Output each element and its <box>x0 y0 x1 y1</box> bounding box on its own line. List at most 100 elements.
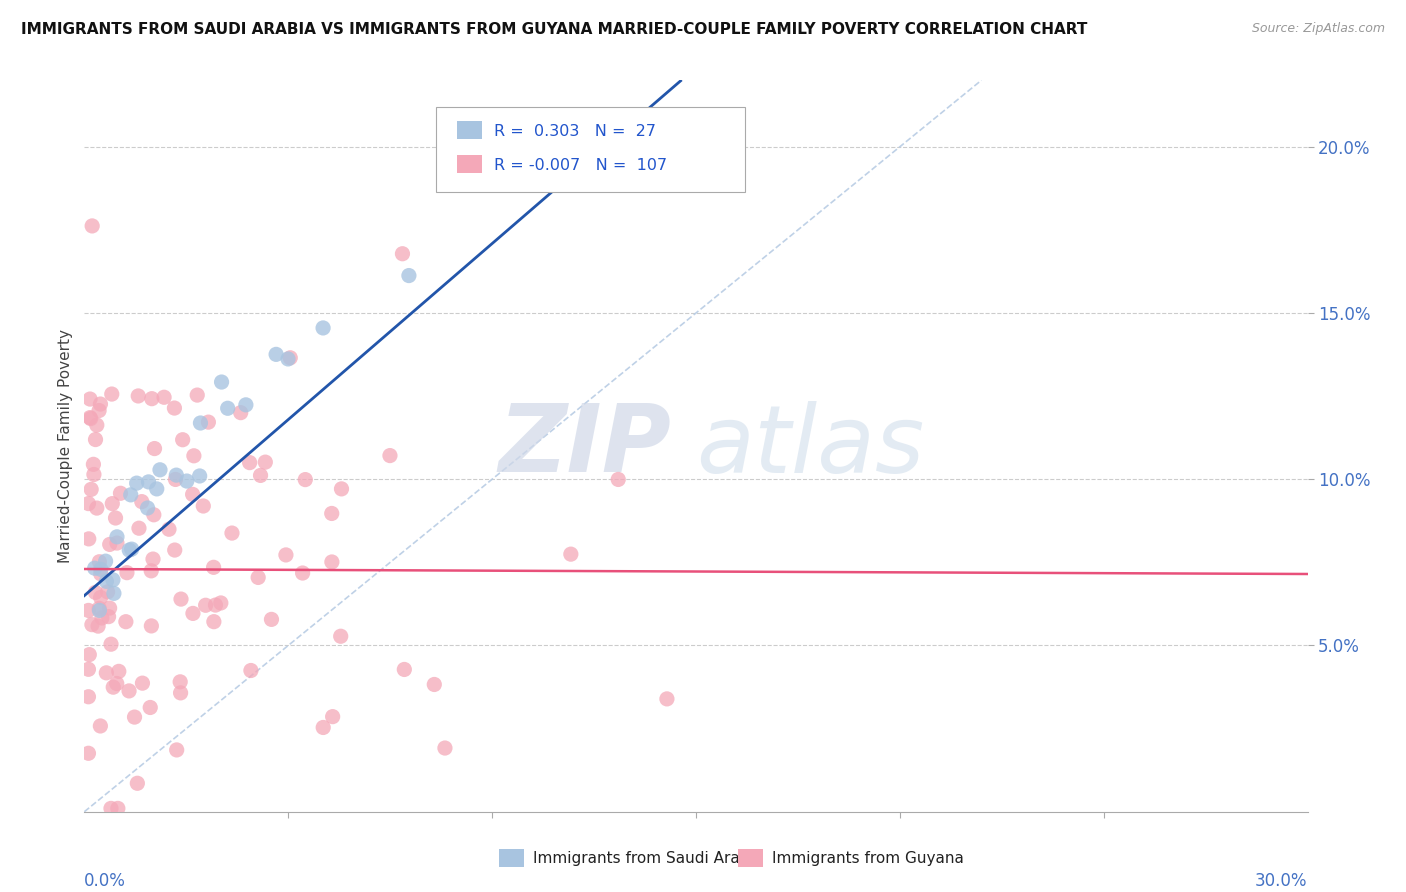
Point <box>127 389 149 403</box>
Point <box>128 521 150 535</box>
Point <box>423 677 446 691</box>
Point <box>89 397 111 411</box>
Point <box>90 591 112 605</box>
Point <box>278 351 301 365</box>
Point <box>86 501 108 516</box>
Point <box>170 592 193 607</box>
Point <box>77 603 100 617</box>
Point <box>394 663 416 677</box>
Point <box>143 442 166 456</box>
Text: Immigrants from Guyana: Immigrants from Guyana <box>772 851 963 865</box>
Point <box>322 709 344 723</box>
Point <box>239 664 262 678</box>
Point <box>607 472 630 486</box>
Point <box>181 607 204 621</box>
Point <box>217 401 239 416</box>
Point <box>79 411 101 425</box>
Point <box>98 537 121 551</box>
Text: 30.0%: 30.0% <box>1256 871 1308 889</box>
Point <box>229 406 252 420</box>
Point <box>82 458 104 472</box>
Point <box>103 680 125 694</box>
Point <box>202 615 225 629</box>
Point <box>291 566 314 580</box>
Point <box>121 542 143 557</box>
Point <box>141 564 163 578</box>
Point <box>105 530 128 544</box>
Point <box>98 601 121 615</box>
Text: R =  0.303   N =  27: R = 0.303 N = 27 <box>494 124 655 138</box>
Point <box>131 494 153 508</box>
Point <box>560 547 582 561</box>
Point <box>194 599 217 613</box>
Point <box>83 561 105 575</box>
Point <box>77 746 100 760</box>
Point <box>79 410 101 425</box>
Point <box>264 347 287 361</box>
Point <box>124 710 146 724</box>
Point <box>107 665 129 679</box>
Point <box>163 543 186 558</box>
Point <box>277 351 299 366</box>
Text: IMMIGRANTS FROM SAUDI ARABIA VS IMMIGRANTS FROM GUYANA MARRIED-COUPLE FAMILY POV: IMMIGRANTS FROM SAUDI ARABIA VS IMMIGRAN… <box>21 22 1087 37</box>
Point <box>163 401 186 415</box>
Point <box>97 585 120 599</box>
Point <box>80 483 103 497</box>
Point <box>96 574 118 589</box>
Point <box>97 609 120 624</box>
Point <box>260 612 283 626</box>
Point <box>329 629 352 643</box>
Point <box>141 392 163 406</box>
Point <box>90 562 112 576</box>
Point <box>83 467 105 482</box>
Point <box>398 268 420 283</box>
Point <box>90 566 112 581</box>
Point <box>77 662 100 676</box>
Point <box>655 692 678 706</box>
Point <box>115 615 138 629</box>
Point <box>330 482 353 496</box>
Point <box>254 455 277 469</box>
Point <box>138 475 160 489</box>
Point <box>165 468 187 483</box>
Point <box>77 497 100 511</box>
Point <box>118 543 141 558</box>
Point <box>77 690 100 704</box>
Point <box>84 585 107 599</box>
Point <box>89 603 111 617</box>
Point <box>169 674 191 689</box>
Point <box>103 586 125 600</box>
Point <box>90 611 112 625</box>
Y-axis label: Married-Couple Family Poverty: Married-Couple Family Poverty <box>58 329 73 563</box>
Point <box>149 463 172 477</box>
Point <box>321 555 343 569</box>
Point <box>274 548 297 562</box>
Point <box>190 416 212 430</box>
Point <box>211 375 233 389</box>
Point <box>136 501 159 516</box>
Point <box>294 473 316 487</box>
Point <box>183 449 205 463</box>
Point <box>89 555 111 569</box>
Point <box>235 398 257 412</box>
Point <box>142 552 165 566</box>
Point <box>157 522 180 536</box>
Point <box>125 476 148 491</box>
Point <box>79 392 101 406</box>
Point <box>110 486 132 500</box>
Point <box>84 433 107 447</box>
Point <box>141 619 163 633</box>
Point <box>127 776 149 790</box>
Text: ZIP: ZIP <box>499 400 672 492</box>
Text: Immigrants from Saudi Arabia: Immigrants from Saudi Arabia <box>533 851 763 865</box>
Point <box>153 390 176 404</box>
Point <box>197 415 219 429</box>
Point <box>165 472 187 486</box>
Point <box>100 801 122 815</box>
Point <box>169 686 191 700</box>
Point <box>181 487 204 501</box>
Point <box>209 596 232 610</box>
Point <box>105 536 128 550</box>
Point <box>131 676 153 690</box>
Point <box>204 598 226 612</box>
